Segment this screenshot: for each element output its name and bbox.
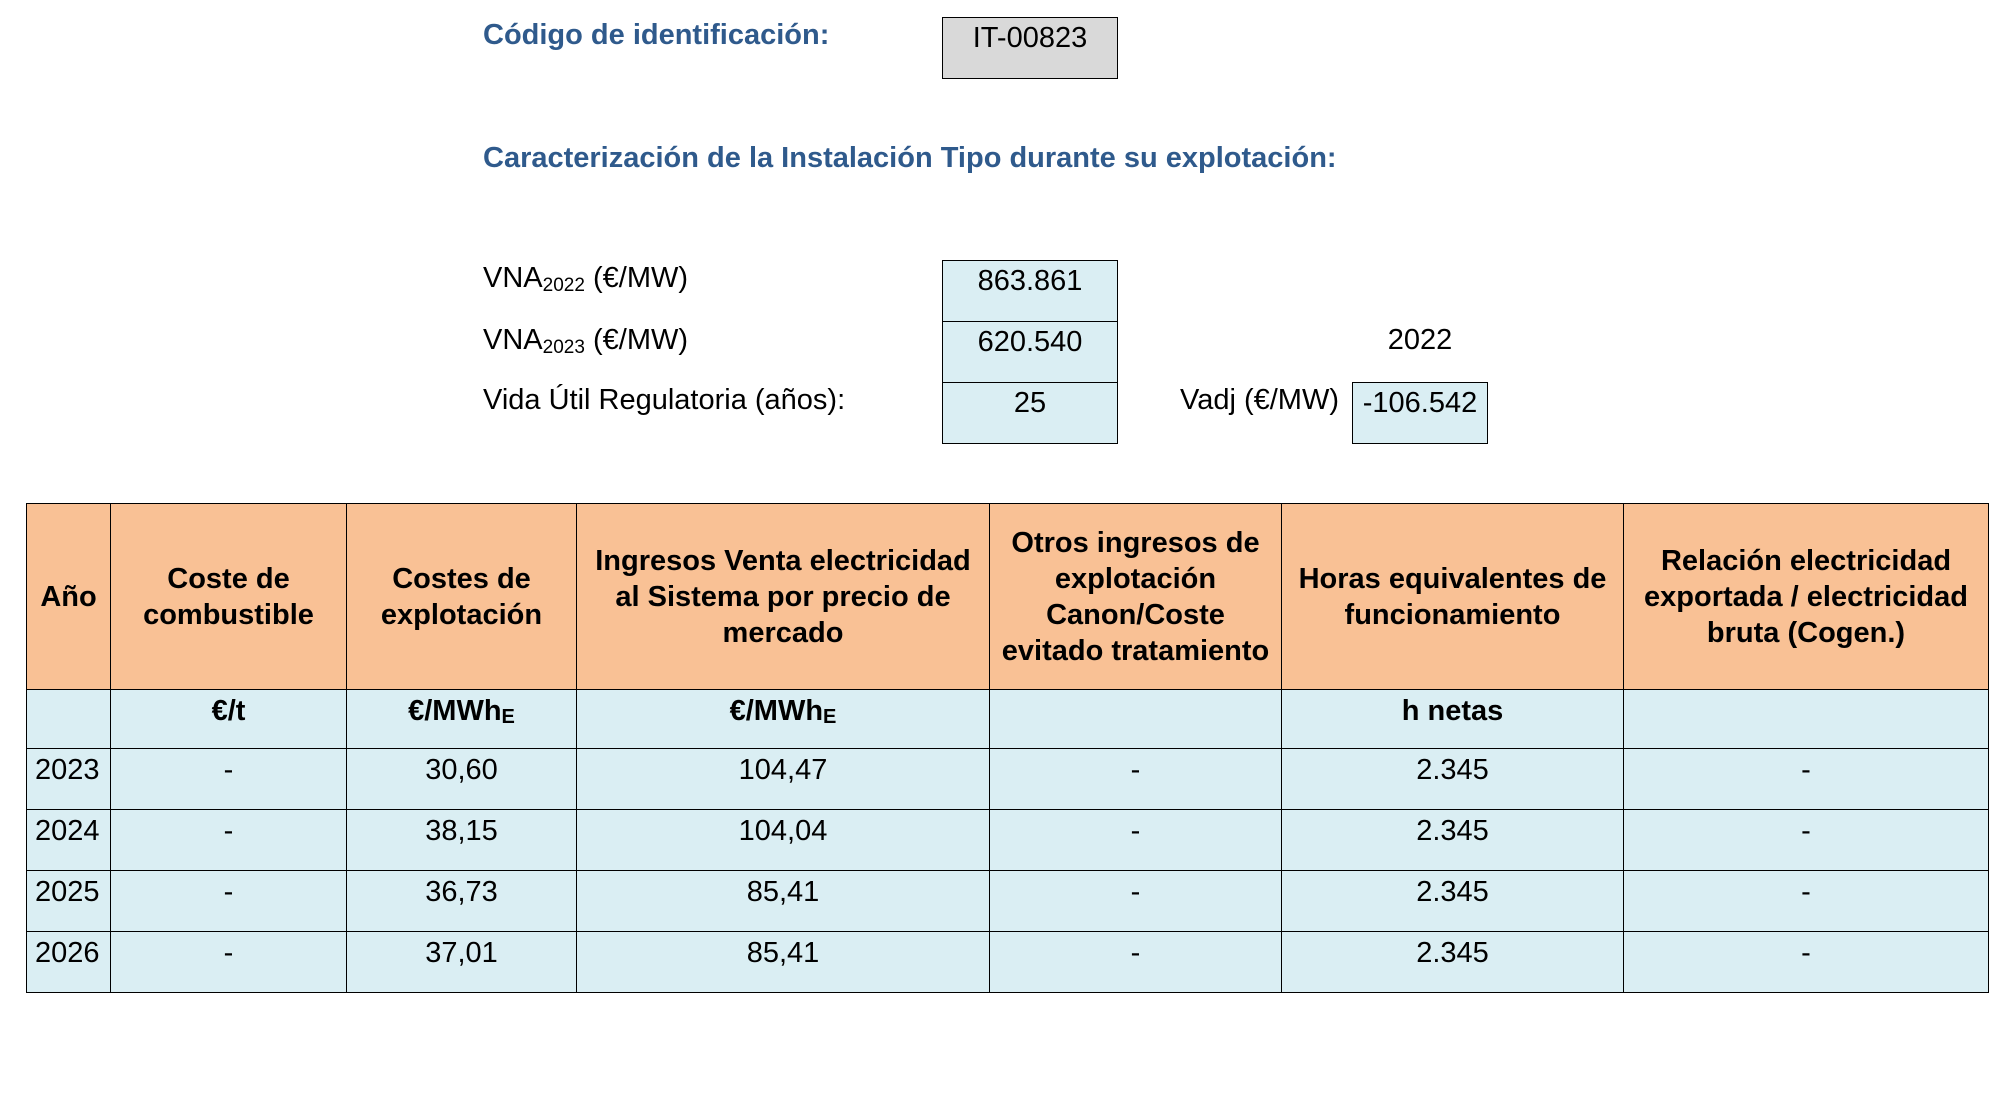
unit-ingresos: €/MWhE	[576, 689, 990, 749]
header-relacion-electricidad: Relación electricidad exportada / electr…	[1623, 503, 1989, 690]
cell-anio: 2024	[26, 809, 111, 871]
cell-otros: -	[989, 931, 1282, 993]
unit-horas: h netas	[1281, 689, 1624, 749]
cell-combustible: -	[110, 931, 347, 993]
cell-anio: 2025	[26, 870, 111, 932]
table-row: 2023 - 30,60 104,47 - 2.345 -	[26, 748, 1989, 810]
header-ingresos-venta: Ingresos Venta electricidad al Sistema p…	[576, 503, 990, 690]
unit-otros	[989, 689, 1282, 749]
cell-otros: -	[989, 809, 1282, 871]
cell-combustible: -	[110, 870, 347, 932]
cell-relacion: -	[1623, 870, 1989, 932]
units-row: €/t €/MWhE €/MWhE h netas	[26, 689, 1989, 749]
cell-explotacion: 30,60	[346, 748, 577, 810]
cell-ingresos: 104,04	[576, 809, 990, 871]
cell-relacion: -	[1623, 748, 1989, 810]
vadj-label: Vadj (€/MW)	[1180, 384, 1339, 416]
cell-horas: 2.345	[1281, 748, 1624, 810]
unit-combustible: €/t	[110, 689, 347, 749]
header-coste-combustible: Coste de combustible	[110, 503, 347, 690]
vna2022-value: 863.861	[942, 260, 1118, 322]
vida-util-label: Vida Útil Regulatoria (años):	[483, 384, 846, 416]
cell-ingresos: 85,41	[576, 870, 990, 932]
unit-relacion	[1623, 689, 1989, 749]
cell-horas: 2.345	[1281, 809, 1624, 871]
cell-otros: -	[989, 748, 1282, 810]
operation-table: Año Coste de combustible Costes de explo…	[26, 503, 1989, 993]
cell-anio: 2026	[26, 931, 111, 993]
vna2023-label: VNA2023 (€/MW)	[483, 324, 689, 358]
cell-horas: 2.345	[1281, 870, 1624, 932]
section-title: Caracterización de la Instalación Tipo d…	[483, 142, 1337, 174]
vna2023-value: 620.540	[942, 321, 1118, 383]
cell-relacion: -	[1623, 931, 1989, 993]
table-row: 2025 - 36,73 85,41 - 2.345 -	[26, 870, 1989, 932]
header-otros-ingresos: Otros ingresos de explotación Canon/Cost…	[989, 503, 1282, 690]
header-anio: Año	[26, 503, 111, 690]
cell-explotacion: 37,01	[346, 931, 577, 993]
code-label: Código de identificación:	[483, 19, 830, 51]
table-header-row: Año Coste de combustible Costes de explo…	[26, 503, 1989, 690]
cell-otros: -	[989, 870, 1282, 932]
cell-horas: 2.345	[1281, 931, 1624, 993]
vna2022-label: VNA2022 (€/MW)	[483, 262, 689, 296]
vida-util-value: 25	[942, 382, 1118, 444]
cell-anio: 2023	[26, 748, 111, 810]
table-row: 2024 - 38,15 104,04 - 2.345 -	[26, 809, 1989, 871]
header-horas-equivalentes: Horas equivalentes de funcionamiento	[1281, 503, 1624, 690]
cell-ingresos: 85,41	[576, 931, 990, 993]
reference-year: 2022	[1387, 324, 1453, 356]
unit-anio	[26, 689, 111, 749]
cell-combustible: -	[110, 748, 347, 810]
vadj-value: -106.542	[1352, 382, 1488, 444]
cell-explotacion: 36,73	[346, 870, 577, 932]
cell-ingresos: 104,47	[576, 748, 990, 810]
cell-relacion: -	[1623, 809, 1989, 871]
table-row: 2026 - 37,01 85,41 - 2.345 -	[26, 931, 1989, 993]
cell-explotacion: 38,15	[346, 809, 577, 871]
code-value: IT-00823	[942, 17, 1118, 79]
cell-combustible: -	[110, 809, 347, 871]
header-costes-explotacion: Costes de explotación	[346, 503, 577, 690]
unit-explotacion: €/MWhE	[346, 689, 577, 749]
